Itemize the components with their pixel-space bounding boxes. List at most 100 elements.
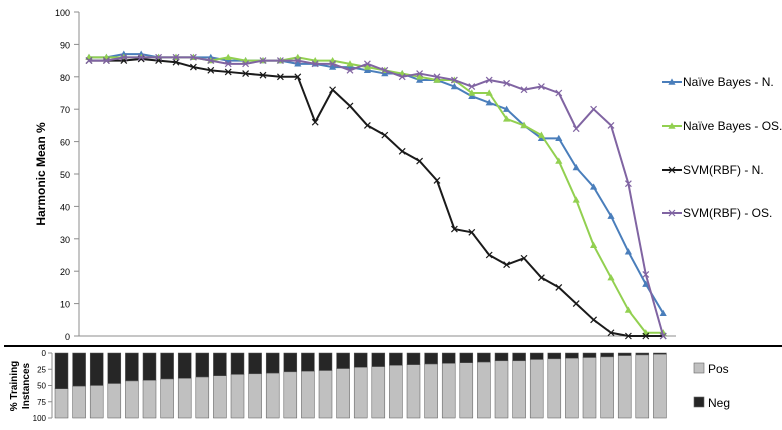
data-point xyxy=(276,57,284,65)
data-point xyxy=(329,86,337,94)
data-point xyxy=(363,60,371,68)
data-point xyxy=(189,63,197,71)
data-point-stroke xyxy=(659,332,667,340)
bar-segment-neg xyxy=(547,352,562,360)
bar-segment-neg xyxy=(371,352,386,367)
data-point xyxy=(120,53,128,61)
data-point xyxy=(450,76,458,84)
data-point-stroke xyxy=(555,283,563,291)
stacked-bar xyxy=(54,352,69,419)
stacked-bar xyxy=(512,352,526,419)
bar-segment-neg xyxy=(336,352,350,369)
data-point xyxy=(503,105,511,112)
data-point-stroke xyxy=(381,66,389,74)
data-point xyxy=(172,58,180,66)
bar-segment-pos xyxy=(248,373,262,419)
stacked-bar xyxy=(336,352,350,419)
y-tick-label: 70 xyxy=(60,105,70,115)
stacked-bar xyxy=(177,352,192,419)
y-tick-label: 50 xyxy=(60,170,70,180)
data-point-stroke xyxy=(642,332,650,340)
data-point xyxy=(172,53,180,61)
y-tick-label: 80 xyxy=(60,73,70,83)
stacked-bar xyxy=(301,352,315,419)
data-point xyxy=(555,157,563,164)
data-point xyxy=(363,121,371,129)
bar-segment-neg xyxy=(125,352,139,382)
data-point-stroke xyxy=(276,57,284,65)
data-point xyxy=(659,332,667,340)
data-point xyxy=(311,60,319,68)
y-tick-label: 10 xyxy=(60,300,70,310)
bar-y-tick-label: 0 xyxy=(42,349,47,358)
data-point-stroke xyxy=(346,66,354,74)
bar-segment-neg xyxy=(54,352,69,389)
legend-label: Naïve Bayes - N. xyxy=(683,75,774,89)
y-tick-label: 0 xyxy=(65,332,70,342)
stacked-bar xyxy=(353,352,368,419)
data-point xyxy=(485,251,493,259)
data-point xyxy=(555,283,563,291)
data-point-stroke xyxy=(346,102,354,110)
data-point-stroke xyxy=(363,60,371,68)
data-point xyxy=(468,228,476,236)
data-point xyxy=(520,121,528,129)
bar-segment-pos xyxy=(529,359,544,419)
data-point-stroke xyxy=(224,68,232,76)
data-point xyxy=(416,76,424,83)
data-point xyxy=(242,60,250,68)
y-tick-label: 60 xyxy=(60,138,70,148)
data-point-stroke xyxy=(450,76,458,84)
bar-segment-pos xyxy=(494,360,509,419)
bar-segment-pos xyxy=(89,385,104,419)
data-point xyxy=(381,69,389,77)
stacked-bar xyxy=(441,352,456,419)
data-point-stroke xyxy=(572,125,580,133)
bar-segment-neg xyxy=(424,352,438,365)
bar-segment-neg xyxy=(600,352,614,358)
bar-segment-neg xyxy=(230,352,245,375)
bar-segment-pos xyxy=(142,380,157,419)
data-point xyxy=(468,92,476,99)
data-point xyxy=(503,115,511,122)
stacked-bar xyxy=(160,352,174,419)
data-point xyxy=(642,332,650,340)
series-line xyxy=(89,57,664,337)
data-point-stroke xyxy=(172,53,180,61)
data-point-stroke xyxy=(468,83,476,90)
stacked-bar xyxy=(600,352,614,419)
data-point xyxy=(659,309,667,317)
bar-segment-neg xyxy=(477,352,491,363)
data-point xyxy=(189,53,197,61)
y-axis-title: Harmonic Mean % xyxy=(34,122,48,226)
data-point xyxy=(590,241,598,248)
data-point-stroke xyxy=(416,70,424,77)
data-point xyxy=(485,89,493,96)
data-point xyxy=(537,274,545,282)
data-point-stroke xyxy=(520,86,528,94)
data-point-stroke xyxy=(433,73,441,81)
data-point xyxy=(503,261,511,269)
data-point xyxy=(555,134,563,142)
data-point-stroke xyxy=(172,58,180,66)
data-point xyxy=(398,147,406,155)
data-point xyxy=(381,131,389,139)
legend-marker-stroke xyxy=(668,209,676,217)
y-tick-label: 20 xyxy=(60,267,70,277)
data-point xyxy=(155,53,163,61)
data-point xyxy=(572,125,580,133)
data-point xyxy=(363,63,371,70)
bar-segment-pos xyxy=(301,370,315,419)
bar-legend-swatch xyxy=(693,362,705,374)
data-point-stroke xyxy=(294,57,302,65)
data-point-stroke xyxy=(537,274,545,282)
stacked-bar xyxy=(230,352,245,419)
bar-segment-neg xyxy=(635,352,650,356)
bar-legend-label: Neg xyxy=(708,396,730,410)
bar-segment-pos xyxy=(477,361,491,419)
bar-segment-neg xyxy=(265,352,280,374)
data-point-stroke xyxy=(120,53,128,61)
bar-segment-pos xyxy=(160,378,174,419)
y-tick-label: 90 xyxy=(60,40,70,50)
data-point xyxy=(137,53,145,61)
